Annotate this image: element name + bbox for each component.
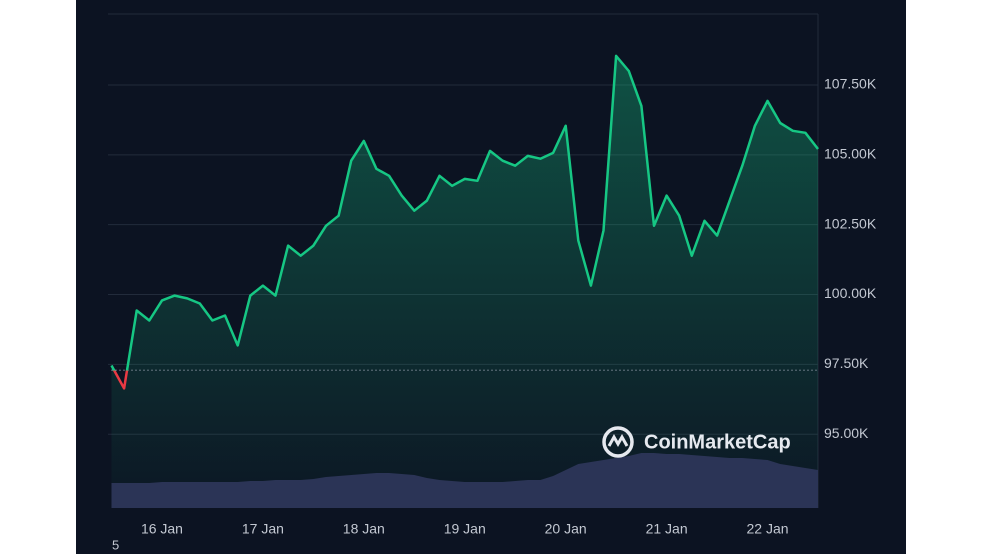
- x-tick-label: 17 Jan: [242, 521, 284, 537]
- footnote: 5: [112, 537, 119, 552]
- x-tick-label: 20 Jan: [545, 521, 587, 537]
- y-tick-label: 100.00K: [824, 285, 877, 301]
- y-tick-label: 95.00K: [824, 425, 869, 441]
- watermark-text: CoinMarketCap: [644, 431, 791, 453]
- x-tick-label: 19 Jan: [444, 521, 486, 537]
- x-tick-label: 22 Jan: [747, 521, 789, 537]
- x-tick-label: 16 Jan: [141, 521, 183, 537]
- x-tick-label: 21 Jan: [646, 521, 688, 537]
- x-tick-label: 18 Jan: [343, 521, 385, 537]
- y-tick-label: 105.00K: [824, 146, 877, 162]
- price-line: [110, 54, 819, 390]
- y-tick-label: 97.50K: [824, 355, 869, 371]
- volume-area: [111, 453, 818, 508]
- price-area: [111, 55, 818, 509]
- y-tick-label: 107.50K: [824, 76, 877, 92]
- watermark: CoinMarketCap: [602, 426, 791, 458]
- y-tick-label: 102.50K: [824, 215, 877, 231]
